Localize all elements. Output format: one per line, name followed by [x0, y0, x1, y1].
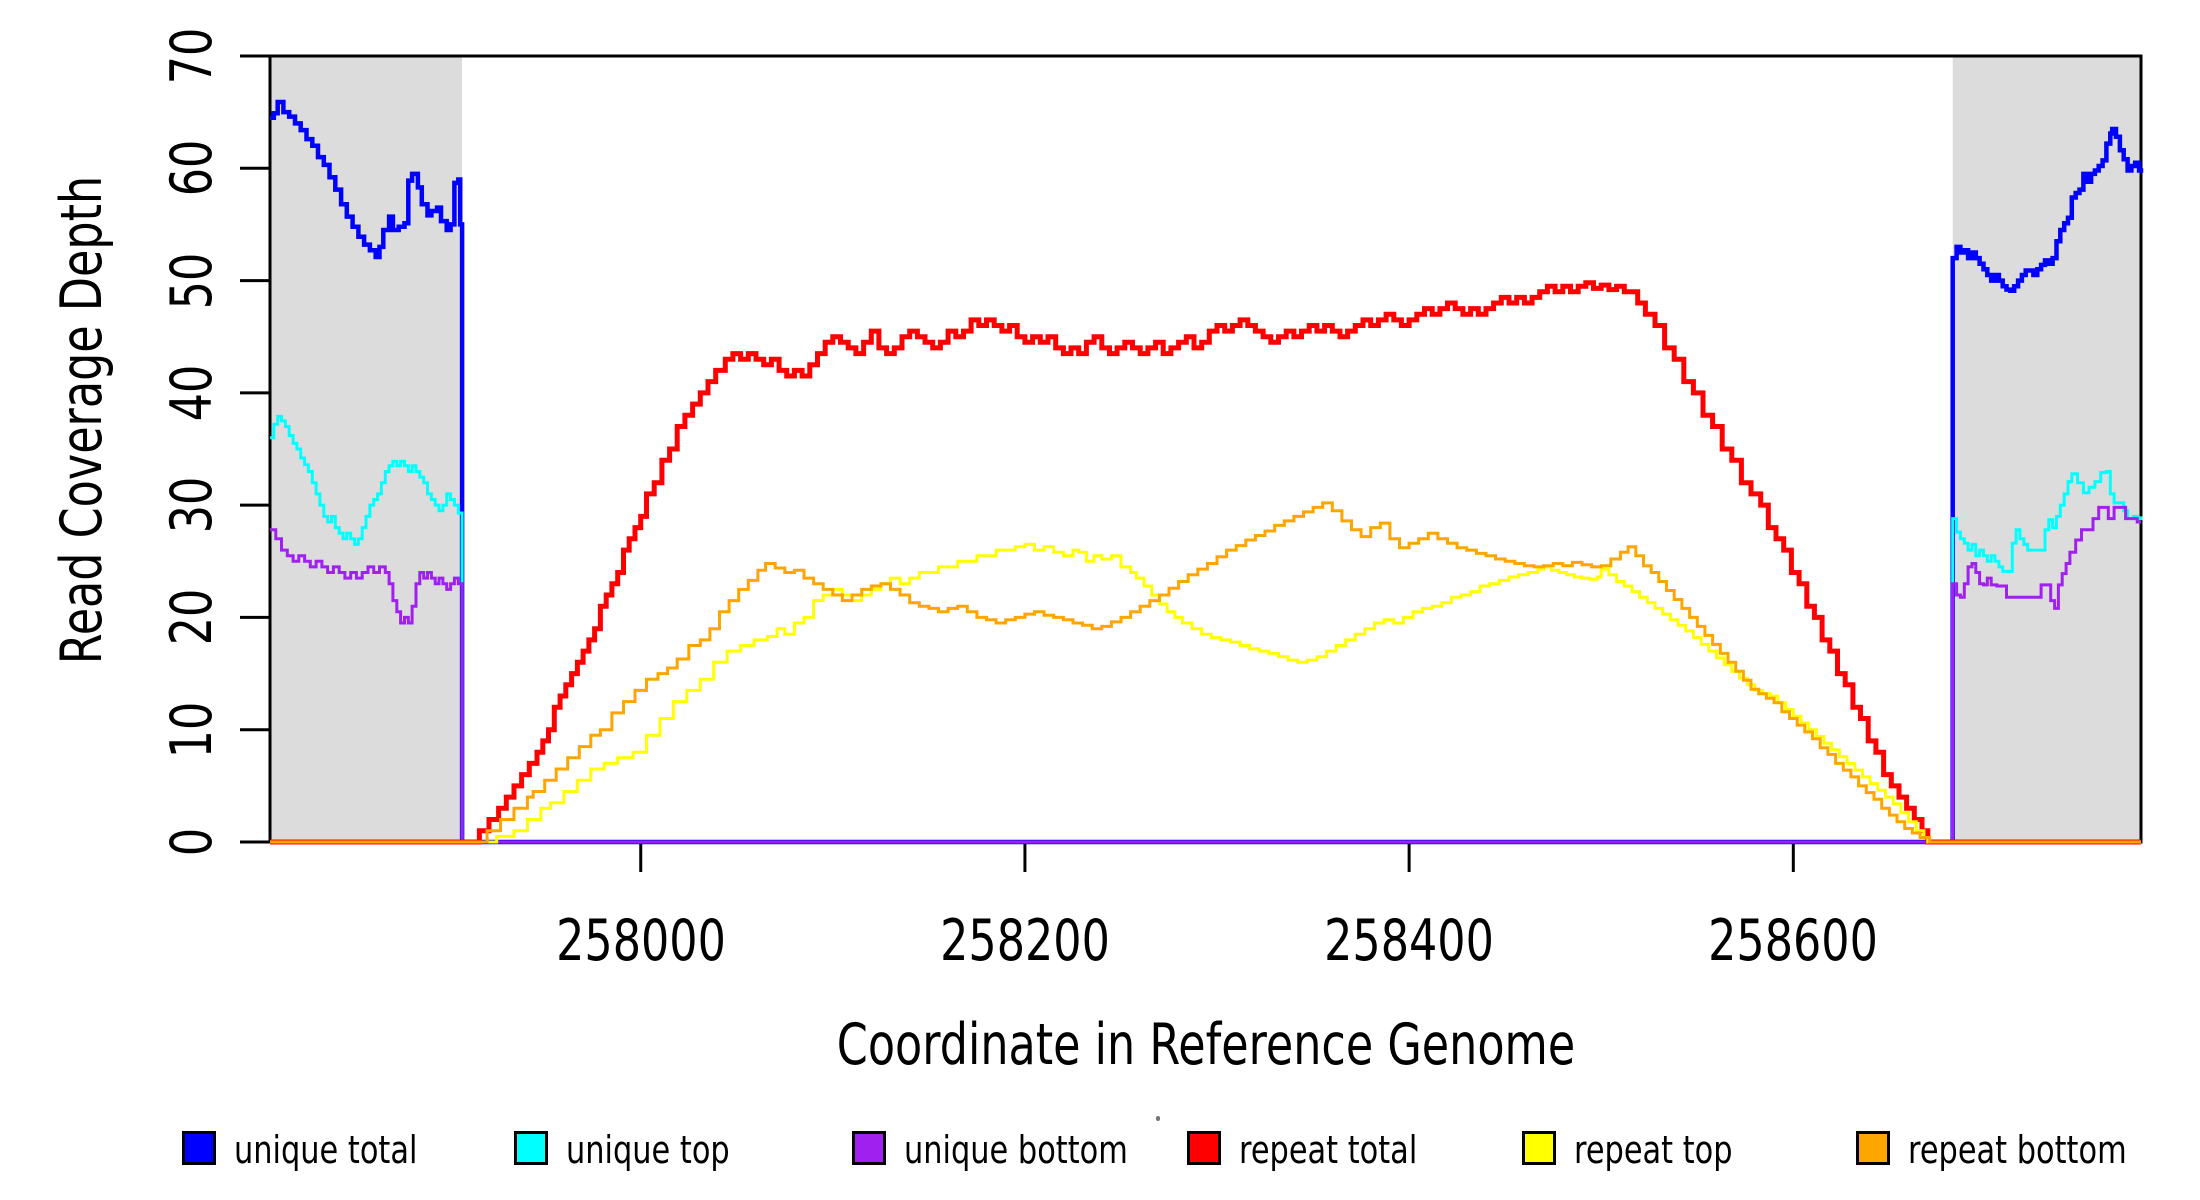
legend-label: repeat total [1239, 1128, 1418, 1172]
y-tick-label: 60 [159, 139, 225, 197]
y-tick-label: 20 [159, 589, 225, 646]
x-tick-label: 258200 [940, 908, 1110, 974]
y-tick-label: 0 [159, 827, 225, 857]
y-tick-label: 70 [159, 27, 225, 85]
y-tick-label: 30 [159, 476, 225, 534]
y-axis-title: Read Coverage Depth [49, 175, 115, 665]
series-unique-total [270, 99, 2144, 845]
legend-label: unique top [566, 1128, 730, 1172]
series-repeat-total [270, 280, 2141, 845]
legend-swatch-icon [182, 1131, 216, 1165]
stray-dot-artifact [1156, 1116, 1160, 1121]
y-tick-label: 10 [159, 701, 225, 758]
series-repeat-top [270, 542, 2141, 844]
series-unique-top [270, 414, 2143, 844]
x-tick-label: 258600 [1708, 908, 1879, 974]
legend-label: repeat bottom [1908, 1128, 2127, 1172]
x-axis-title: Coordinate in Reference Genome [836, 1012, 1576, 1078]
legend-swatch-icon [1522, 1131, 1556, 1165]
y-tick-label: 40 [159, 364, 225, 422]
legend-label: repeat top [1574, 1128, 1733, 1172]
series-repeat-bottom [270, 501, 2141, 844]
legend-swatch-icon [514, 1131, 548, 1165]
y-tick-label: 50 [159, 252, 225, 309]
x-tick-label: 258400 [1324, 908, 1494, 974]
legend-swatch-icon [852, 1131, 886, 1165]
right-unique-region [1952, 56, 2141, 842]
legend-label: unique total [234, 1128, 418, 1172]
series-unique-bottom [270, 505, 2141, 844]
legend-swatch-icon [1187, 1131, 1221, 1165]
legend-label: unique bottom [904, 1128, 1128, 1172]
x-tick-label: 258000 [555, 908, 726, 974]
legend-swatch-icon [1856, 1131, 1890, 1165]
plot-frame [268, 54, 2143, 844]
